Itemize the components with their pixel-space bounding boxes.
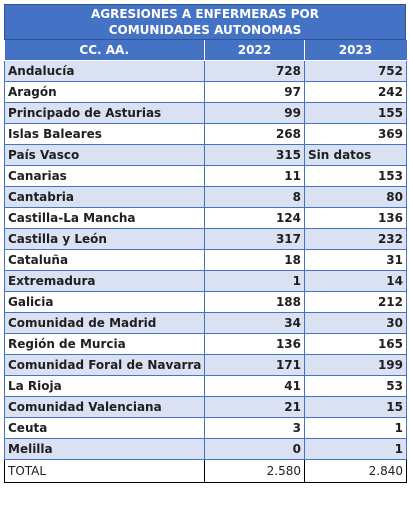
value-2022-cell[interactable]: 97 [204,81,305,103]
region-cell[interactable]: Castilla-La Mancha [4,207,205,229]
value-2023-cell[interactable]: 155 [304,102,407,124]
value-2022-cell[interactable]: 34 [204,312,305,334]
spreadsheet-table: AGRESIONES A ENFERMERAS POR COMUNIDADES … [4,4,407,483]
region-cell[interactable]: Extremadura [4,270,205,292]
value-2023-cell[interactable]: 165 [304,333,407,355]
value-2022-cell[interactable]: 315 [204,144,305,166]
value-2022-cell[interactable]: 41 [204,375,305,397]
value-2022-cell[interactable]: 124 [204,207,305,229]
header-2022[interactable]: 2022 [204,40,305,61]
table-row: Castilla-La Mancha 124 136 [4,207,407,229]
region-cell[interactable]: Comunidad Foral de Navarra [4,354,205,376]
region-cell[interactable]: Comunidad Valenciana [4,396,205,418]
value-2022-cell[interactable]: 188 [204,291,305,313]
data-table: CC. AA. 2022 2023 Andalucía 728 752 Aragón 9… [4,40,407,483]
table-row: Castilla y León 317 232 [4,228,407,250]
header-row: CC. AA. 2022 2023 [4,40,407,61]
header-2023[interactable]: 2023 [304,40,407,61]
region-cell[interactable]: Cataluña [4,249,205,271]
total-label-cell[interactable]: TOTAL [4,459,205,483]
region-cell[interactable]: Castilla y León [4,228,205,250]
region-cell[interactable]: Comunidad de Madrid [4,312,205,334]
value-2023-cell[interactable]: Sin datos [304,144,407,166]
value-2023-cell[interactable]: 1 [304,438,407,460]
value-2023-cell[interactable]: 1 [304,417,407,439]
value-2022-cell[interactable]: 99 [204,102,305,124]
table-row: Comunidad Valenciana 21 15 [4,396,407,418]
table-row: Islas Baleares 268 369 [4,123,407,145]
value-2022-cell[interactable]: 317 [204,228,305,250]
region-cell[interactable]: Andalucía [4,60,205,82]
total-2022-cell[interactable]: 2.580 [204,459,305,483]
table-row: Aragón 97 242 [4,81,407,103]
table-row: Canarias 11 153 [4,165,407,187]
region-cell[interactable]: Principado de Asturias [4,102,205,124]
total-2023-cell[interactable]: 2.840 [304,459,407,483]
value-2022-cell[interactable]: 268 [204,123,305,145]
table-row: Extremadura 1 14 [4,270,407,292]
table-row: Comunidad Foral de Navarra 171 199 [4,354,407,376]
region-cell[interactable]: Cantabria [4,186,205,208]
value-2022-cell[interactable]: 728 [204,60,305,82]
table-row: Principado de Asturias 99 155 [4,102,407,124]
value-2022-cell[interactable]: 136 [204,333,305,355]
value-2023-cell[interactable]: 136 [304,207,407,229]
value-2022-cell[interactable]: 8 [204,186,305,208]
table-title-cell[interactable]: AGRESIONES A ENFERMERAS POR COMUNIDADES … [4,4,406,40]
region-cell[interactable]: Melilla [4,438,205,460]
value-2022-cell[interactable]: 11 [204,165,305,187]
header-region[interactable]: CC. AA. [4,40,205,61]
total-row: TOTAL 2.580 2.840 [4,459,407,483]
region-cell[interactable]: Ceuta [4,417,205,439]
region-cell[interactable]: La Rioja [4,375,205,397]
value-2023-cell[interactable]: 199 [304,354,407,376]
value-2023-cell[interactable]: 153 [304,165,407,187]
value-2023-cell[interactable]: 242 [304,81,407,103]
value-2022-cell[interactable]: 3 [204,417,305,439]
region-cell[interactable]: Aragón [4,81,205,103]
value-2023-cell[interactable]: 53 [304,375,407,397]
region-cell[interactable]: Islas Baleares [4,123,205,145]
table-row: Cantabria 8 80 [4,186,407,208]
value-2023-cell[interactable]: 369 [304,123,407,145]
value-2023-cell[interactable]: 80 [304,186,407,208]
table-row: Comunidad de Madrid 34 30 [4,312,407,334]
region-cell[interactable]: Canarias [4,165,205,187]
value-2022-cell[interactable]: 171 [204,354,305,376]
value-2022-cell[interactable]: 1 [204,270,305,292]
table-row: Galicia 188 212 [4,291,407,313]
table-row: País Vasco 315 Sin datos [4,144,407,166]
value-2022-cell[interactable]: 18 [204,249,305,271]
region-cell[interactable]: País Vasco [4,144,205,166]
value-2023-cell[interactable]: 30 [304,312,407,334]
value-2022-cell[interactable]: 21 [204,396,305,418]
table-row: Región de Murcia 136 165 [4,333,407,355]
value-2023-cell[interactable]: 752 [304,60,407,82]
value-2023-cell[interactable]: 15 [304,396,407,418]
region-cell[interactable]: Región de Murcia [4,333,205,355]
region-cell[interactable]: Galicia [4,291,205,313]
table-title: AGRESIONES A ENFERMERAS POR COMUNIDADES … [90,7,319,37]
value-2023-cell[interactable]: 31 [304,249,407,271]
value-2023-cell[interactable]: 232 [304,228,407,250]
table-row: La Rioja 41 53 [4,375,407,397]
value-2022-cell[interactable]: 0 [204,438,305,460]
table-row: Cataluña 18 31 [4,249,407,271]
value-2023-cell[interactable]: 212 [304,291,407,313]
table-body: Andalucía 728 752 Aragón 97 242 Principado de … [4,60,407,483]
table-row: Ceuta 3 1 [4,417,407,439]
table-row: Melilla 0 1 [4,438,407,460]
table-row: Andalucía 728 752 [4,60,407,82]
value-2023-cell[interactable]: 14 [304,270,407,292]
